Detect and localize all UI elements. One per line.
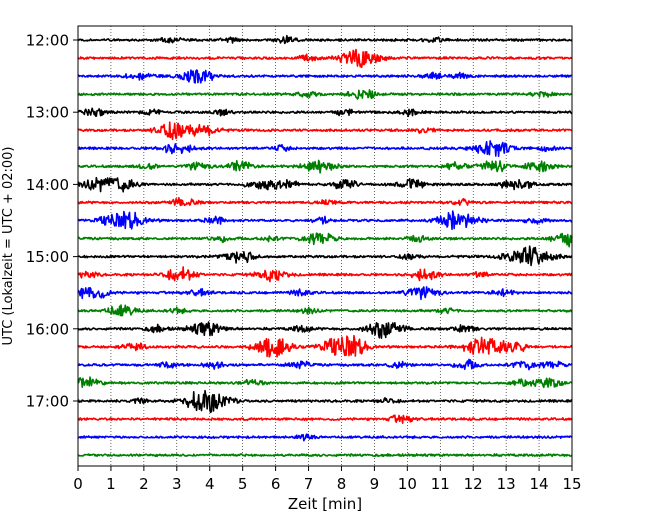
seismic-traces xyxy=(77,34,573,458)
trace-1545 xyxy=(77,304,573,317)
x-tick-label: 13 xyxy=(497,475,516,493)
y-axis-ticks: 12:00 13:00 14:00 15:00 16:00 17:00 xyxy=(26,32,78,411)
y-tick-label: 16:00 xyxy=(26,320,69,338)
trace-1600 xyxy=(77,321,573,339)
x-tick-label: 8 xyxy=(337,475,347,493)
trace-1645 xyxy=(77,376,573,389)
trace-1245 xyxy=(77,89,573,100)
trace-1445 xyxy=(77,232,573,248)
y-tick-label: 14:00 xyxy=(26,176,69,194)
x-tick-label: 12 xyxy=(464,475,483,493)
x-tick-label: 4 xyxy=(205,475,215,493)
trace-1345 xyxy=(77,159,573,174)
x-tick-label: 10 xyxy=(398,475,417,493)
trace-1200 xyxy=(77,34,573,45)
trace-1300 xyxy=(77,107,573,118)
trace-1700 xyxy=(77,389,573,414)
plot-frame xyxy=(77,25,573,467)
trace-1745 xyxy=(77,453,573,458)
x-tick-label: 1 xyxy=(106,475,116,493)
trace-1400 xyxy=(77,176,573,193)
trace-1730 xyxy=(77,433,573,442)
trace-1500 xyxy=(77,245,573,267)
x-tick-label: 7 xyxy=(304,475,314,493)
x-grid-lines xyxy=(110,26,540,466)
trace-1715 xyxy=(77,414,573,424)
trace-1230 xyxy=(77,69,573,84)
trace-1315 xyxy=(77,121,573,141)
trace-1415 xyxy=(77,196,573,207)
trace-1630 xyxy=(77,358,573,371)
x-axis-ticks: 0 1 2 3 4 5 6 7 8 9 10 11 12 13 14 15 xyxy=(73,466,582,493)
x-tick-label: 9 xyxy=(370,475,380,493)
trace-1330 xyxy=(77,140,573,157)
x-tick-label: 0 xyxy=(73,475,83,493)
y-tick-label: 13:00 xyxy=(26,104,69,122)
x-axis-label: Zeit [min] xyxy=(288,495,362,513)
trace-1215 xyxy=(77,48,573,69)
x-tick-label: 11 xyxy=(431,475,450,493)
trace-1430 xyxy=(77,210,573,231)
trace-1615 xyxy=(77,334,573,358)
x-tick-label: 14 xyxy=(530,475,549,493)
trace-1530 xyxy=(77,286,573,301)
y-tick-label: 17:00 xyxy=(26,393,69,411)
x-tick-label: 15 xyxy=(562,475,581,493)
y-tick-label: 15:00 xyxy=(26,248,69,266)
x-tick-label: 3 xyxy=(172,475,182,493)
trace-1515 xyxy=(77,266,573,283)
y-tick-label: 12:00 xyxy=(26,32,69,50)
x-tick-label: 2 xyxy=(139,475,149,493)
x-tick-label: 6 xyxy=(271,475,281,493)
y-axis-label: UTC (Lokalzeit = UTC + 02:00) xyxy=(1,147,16,346)
x-tick-label: 5 xyxy=(238,475,248,493)
